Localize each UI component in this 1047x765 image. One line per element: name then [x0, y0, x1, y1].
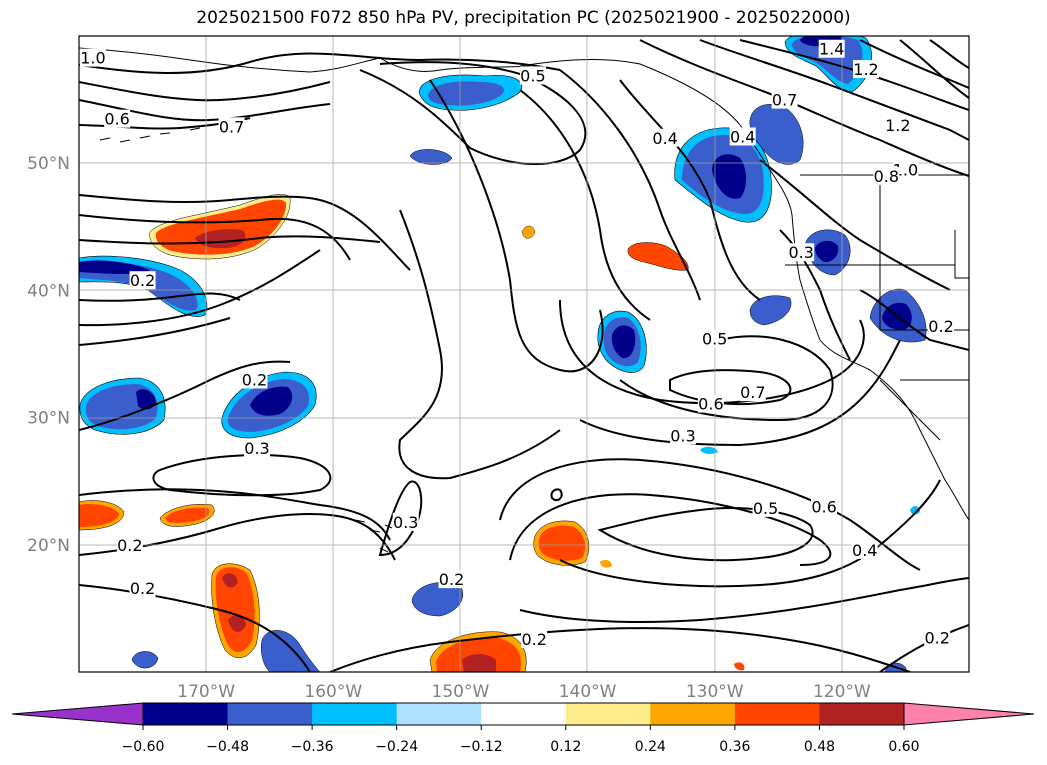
lat-label: 20°N	[27, 536, 70, 556]
map-title: 2025021500 F072 850 hPa PV, precipitatio…	[196, 8, 851, 28]
lat-label: 30°N	[27, 409, 70, 429]
contour-label-backdrop	[652, 128, 679, 147]
colorbar-bin	[650, 703, 736, 725]
contour-label: 0.4	[852, 541, 877, 560]
contour-label: 0.8	[874, 167, 899, 186]
contour-label-backdrop	[438, 570, 465, 589]
colorbar-bin	[143, 703, 229, 725]
lon-label: 130°W	[686, 682, 744, 702]
colorbar-tick-label: 0.12	[550, 739, 581, 755]
lon-label: 160°W	[304, 682, 362, 702]
contour-label: 1.0	[80, 49, 105, 68]
contour-label-backdrop	[218, 117, 245, 136]
contour-label: 0.7	[772, 91, 797, 110]
contour-label: 0.2	[521, 630, 546, 649]
colorbar-tick-label: 0.24	[635, 739, 666, 755]
contour-label: 0.5	[520, 66, 545, 85]
colorbar-bin	[819, 703, 905, 725]
lon-label: 170°W	[177, 682, 235, 702]
contour-label: 0.6	[811, 498, 836, 517]
contour-label: 0.2	[130, 271, 155, 290]
contour-label: 0.4	[730, 127, 755, 146]
latitude-labels: 50°N 40°N 30°N 20°N	[27, 154, 70, 556]
contour-label: 1.2	[853, 60, 878, 79]
contour-label-backdrop	[244, 439, 270, 458]
lon-label: 150°W	[432, 682, 490, 702]
contour-label-backdrop	[853, 60, 880, 79]
gridlines	[79, 36, 969, 672]
colorbar-tick-label: −0.12	[460, 739, 503, 755]
map-frame	[78, 35, 970, 673]
longitude-labels: 170°W 160°W 150°W 140°W 130°W 120°W	[177, 682, 871, 702]
contour-label: 0.4	[652, 129, 677, 148]
precipitation-shading	[79, 36, 927, 672]
contour-label: 0.2	[242, 370, 267, 389]
contour-label-backdrop	[79, 48, 106, 67]
contour-label: 0.3	[670, 426, 695, 445]
contour-label-backdrop	[924, 628, 951, 647]
contour-label: 0.5	[753, 499, 778, 518]
contour-label: 0.2	[130, 579, 155, 598]
contour-label-backdrop	[752, 498, 779, 517]
colorbar-left-extension	[11, 702, 144, 726]
colorbar-bin	[481, 703, 567, 725]
contour-label: 1.2	[885, 116, 910, 135]
contour-label: 0.7	[219, 117, 244, 136]
contour-label-backdrop	[392, 512, 419, 531]
contour-label: 0.2	[928, 317, 953, 336]
contour-label: 1.4	[819, 40, 844, 59]
contour-label: 0.2	[439, 570, 464, 589]
colorbar-tick-label: 0.60	[888, 739, 919, 755]
contour-label-backdrop	[519, 66, 546, 85]
colorbar: −0.60 −0.48 −0.36 −0.24 −0.12 0.12 0.24 0.36 0.4…	[11, 702, 1035, 755]
colorbar-bin	[396, 703, 482, 725]
contour-label: 0.5	[702, 330, 727, 349]
contour-label-backdrop	[701, 329, 728, 348]
contour-label-backdrop	[873, 166, 900, 185]
contour-label: 0.7	[740, 383, 765, 402]
contour-label-backdrop	[928, 317, 955, 336]
lon-label: 120°W	[813, 682, 871, 702]
lat-label: 40°N	[27, 281, 70, 301]
colorbar-tick-label: −0.60	[122, 739, 165, 755]
contour-label-backdrop	[697, 394, 724, 413]
contour-label: 0.3	[244, 439, 269, 458]
contour-label: 0.3	[788, 243, 813, 262]
colorbar-right-extension	[903, 702, 1035, 726]
contour-label-backdrop	[851, 540, 878, 559]
contour-label-backdrop	[811, 497, 838, 516]
lon-label: 140°W	[559, 682, 617, 702]
contour-label: 0.2	[117, 536, 142, 555]
contour-label-backdrop	[739, 383, 766, 402]
colorbar-bin	[227, 703, 313, 725]
contour-label: 0.2	[924, 629, 949, 648]
colorbar-tick-label: −0.48	[206, 739, 249, 755]
contour-label-backdrop	[129, 271, 156, 290]
contour-label: 0.3	[393, 513, 418, 532]
lat-label: 50°N	[27, 154, 70, 174]
colorbar-bin	[312, 703, 398, 725]
contour-label-backdrop	[104, 109, 131, 128]
contour-label: 0.6	[104, 110, 129, 129]
pv-contours	[79, 39, 969, 672]
contour-label-backdrop	[729, 127, 756, 146]
contour-label-backdrop	[884, 116, 911, 135]
colorbar-bin	[565, 703, 651, 725]
colorbar-tick-label: −0.24	[375, 739, 418, 755]
contour-label-backdrop	[241, 370, 268, 389]
colorbar-tick-label: 0.48	[804, 739, 835, 755]
contour-label-backdrop	[129, 579, 156, 598]
colorbar-tick-label: −0.36	[291, 739, 334, 755]
colorbar-bin	[734, 703, 820, 725]
colorbar-tick-label: 0.36	[719, 739, 750, 755]
contour-label-backdrop	[669, 426, 696, 445]
contour-label-backdrop	[116, 535, 143, 554]
contour-label-backdrop	[771, 90, 798, 109]
contour-label-backdrop	[521, 629, 548, 648]
contour-label: 0.6	[698, 395, 723, 414]
contour-label-backdrop	[788, 243, 815, 262]
contour-labels: 1.00.6 0.70.50.4 0.40.71.41.21.01.20.80.30…	[79, 39, 955, 649]
contour-label-backdrop	[818, 39, 845, 58]
